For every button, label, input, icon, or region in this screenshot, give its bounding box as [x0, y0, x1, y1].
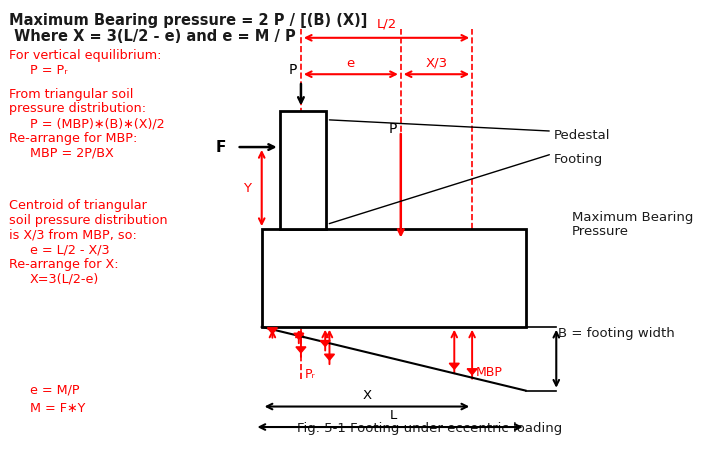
- Text: Maximum Bearing: Maximum Bearing: [572, 211, 693, 224]
- Text: soil pressure distribution: soil pressure distribution: [9, 214, 167, 227]
- Text: e: e: [347, 57, 355, 70]
- Text: Pᵣ: Pᵣ: [304, 368, 315, 381]
- Text: P = Pᵣ: P = Pᵣ: [30, 64, 67, 77]
- Text: e = M/P: e = M/P: [30, 384, 80, 397]
- Text: Where X = 3(L/2 - e) and e = M / P: Where X = 3(L/2 - e) and e = M / P: [9, 29, 295, 44]
- Polygon shape: [294, 333, 304, 339]
- Text: Pedestal: Pedestal: [554, 129, 610, 142]
- Text: Maximum Bearing pressure = 2 P / [(B) (X)]: Maximum Bearing pressure = 2 P / [(B) (X…: [9, 13, 367, 28]
- Text: MBP = 2P/BX: MBP = 2P/BX: [30, 146, 114, 159]
- Polygon shape: [296, 347, 306, 353]
- Text: X/3: X/3: [426, 57, 447, 70]
- Polygon shape: [467, 369, 477, 375]
- Polygon shape: [320, 341, 330, 346]
- Text: For vertical equilibrium:: For vertical equilibrium:: [9, 49, 161, 62]
- Text: Centroid of triangular: Centroid of triangular: [9, 199, 146, 213]
- Text: Pressure: Pressure: [572, 225, 629, 238]
- Polygon shape: [450, 363, 459, 369]
- Text: M = F∗Y: M = F∗Y: [30, 402, 86, 415]
- Text: Footing: Footing: [554, 153, 603, 165]
- Text: From triangular soil: From triangular soil: [9, 88, 133, 101]
- Text: P = (MBP)∗(B)∗(X)/2: P = (MBP)∗(B)∗(X)/2: [30, 117, 165, 130]
- Text: P: P: [389, 122, 397, 136]
- Bar: [262, 229, 526, 327]
- Text: L: L: [390, 409, 397, 422]
- Text: Re-arrange for MBP:: Re-arrange for MBP:: [9, 131, 137, 145]
- Polygon shape: [268, 328, 278, 334]
- Text: e = L/2 - X/3: e = L/2 - X/3: [30, 243, 109, 256]
- Text: L/2: L/2: [376, 18, 397, 31]
- Text: B = footing width: B = footing width: [558, 327, 674, 340]
- Text: is X/3 from MBP, so:: is X/3 from MBP, so:: [9, 229, 136, 241]
- Text: Y: Y: [243, 181, 251, 195]
- Text: P: P: [289, 62, 297, 76]
- Text: Fig. 5-1 Footing under eccentric loading: Fig. 5-1 Footing under eccentric loading: [297, 422, 562, 436]
- Text: pressure distribution:: pressure distribution:: [9, 103, 146, 115]
- Text: X=3(L/2-e): X=3(L/2-e): [30, 272, 99, 285]
- Text: MBP: MBP: [476, 366, 502, 379]
- Text: Re-arrange for X:: Re-arrange for X:: [9, 258, 118, 271]
- Bar: [280, 111, 326, 229]
- Text: X: X: [362, 389, 371, 402]
- Text: F: F: [215, 140, 226, 154]
- Polygon shape: [325, 354, 334, 360]
